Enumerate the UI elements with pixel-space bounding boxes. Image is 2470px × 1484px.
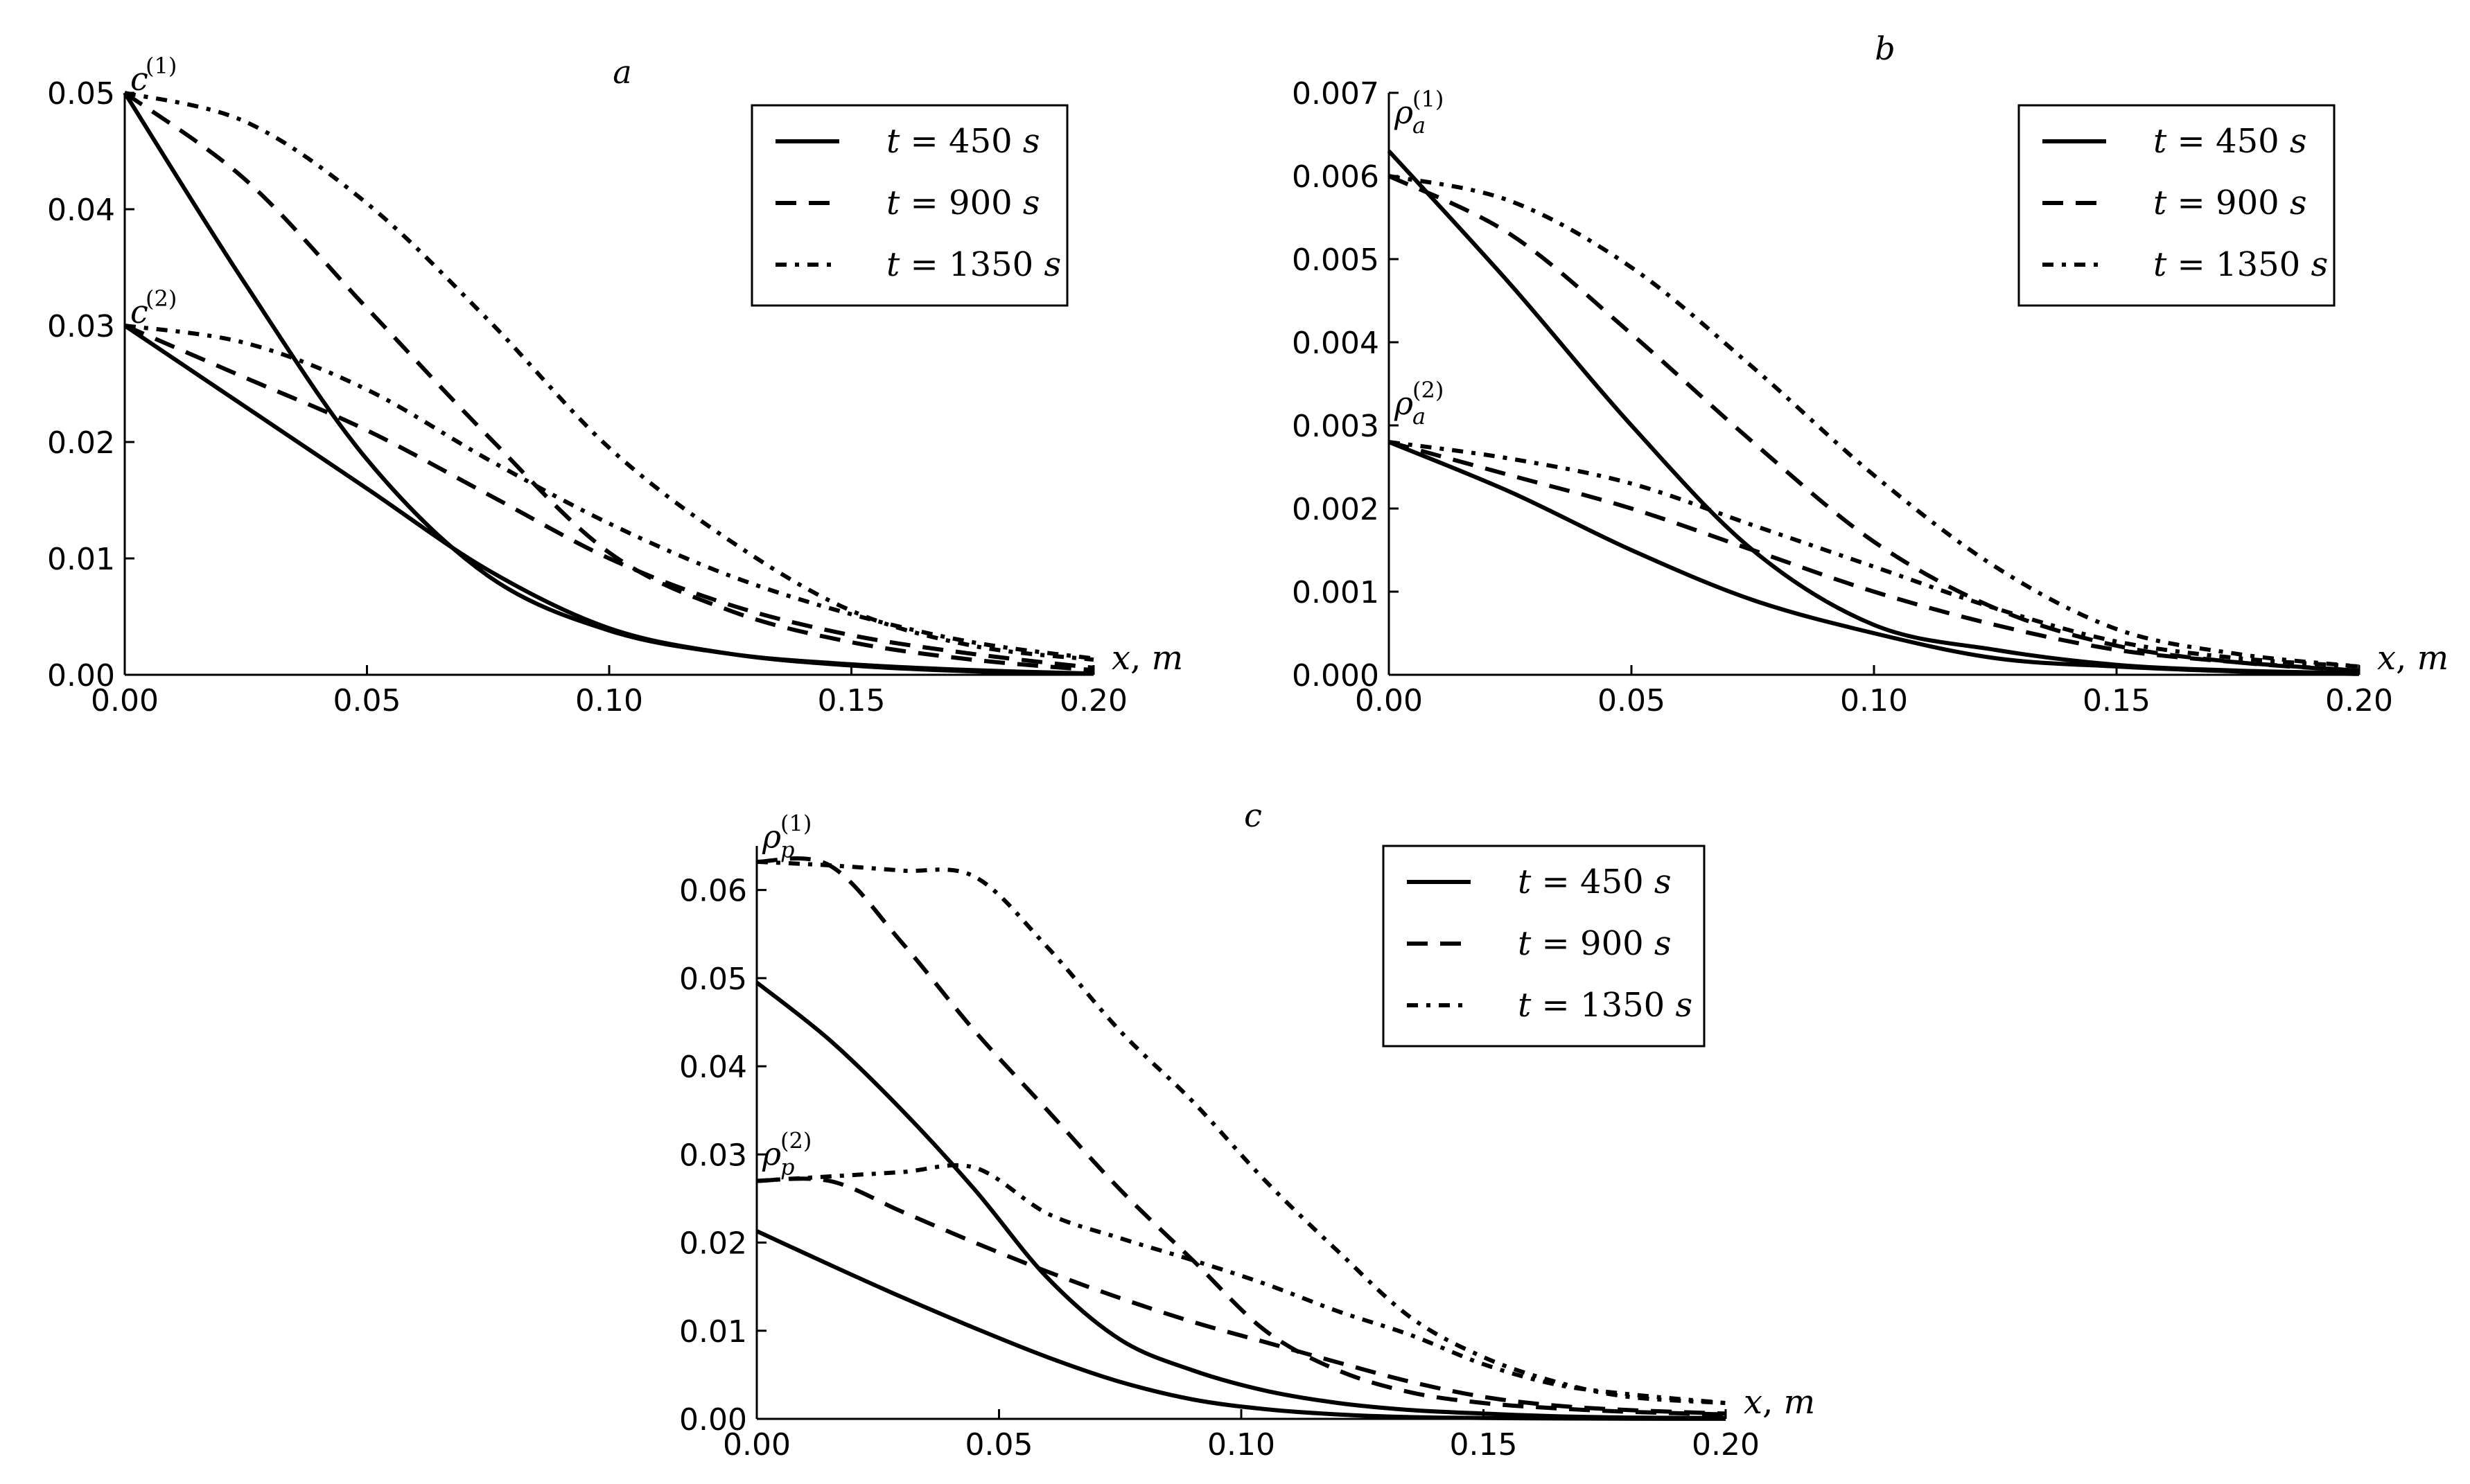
- panel-b: b 0.00 0.05 0.10 0.15 0.20 0.000 0.001 0.002 0.00…: [1292, 30, 2449, 718]
- x-axis-label: x, m: [1112, 639, 1183, 678]
- y-tick-label: 0.003: [1292, 409, 1379, 444]
- curve-annotation: ρ: [762, 1135, 781, 1172]
- legend-label: t = 450 s: [1518, 863, 1672, 901]
- y-tick-label: 0.01: [47, 542, 115, 577]
- x-tick-label: 0.20: [2325, 683, 2393, 718]
- legend-frame: [2017, 104, 2336, 307]
- series-line-dashed: [123, 324, 1094, 670]
- y-tick-label: 0.002: [1292, 492, 1379, 527]
- series-line-solid: [755, 980, 1726, 1420]
- x-tick-label: 0.10: [1207, 1427, 1275, 1463]
- legend: t = 450 s t = 900 s t = 1350 s: [751, 104, 1069, 307]
- series-line-dashdot: [1388, 174, 2360, 669]
- x-tick-label: 0.05: [965, 1427, 1033, 1463]
- curve-annotation: c: [130, 60, 148, 98]
- series-line-dashdot: [124, 324, 1094, 661]
- legend-frame: [1382, 845, 1706, 1048]
- curve-annotation-sup: (1): [780, 810, 812, 836]
- legend-label: t = 900 s: [2153, 184, 2307, 222]
- legend-label: t = 900 s: [1518, 924, 1672, 963]
- series-line-dashed: [1388, 440, 2360, 673]
- y-tick-label: 0.001: [1292, 575, 1379, 610]
- series-line-dashed: [123, 91, 1094, 673]
- x-tick-label: 0.15: [1450, 1427, 1518, 1463]
- x-tick-label: 0.00: [723, 1427, 791, 1463]
- series-line-solid: [123, 324, 1094, 676]
- curve-annotation-sub: p: [780, 1154, 794, 1180]
- legend: t = 450 s t = 900 s t = 1350 s: [1382, 845, 1706, 1048]
- y-tick-label: 0.007: [1292, 76, 1379, 112]
- y-tick-label: 0.05: [679, 962, 747, 997]
- legend: t = 450 s t = 900 s t = 1350 s: [2017, 104, 2336, 307]
- curve-annotation: ρ: [1394, 385, 1413, 422]
- y-tick-label: 0.00: [47, 658, 115, 694]
- x-tick-label: 0.10: [1840, 683, 1908, 718]
- y-tick-label: 0.01: [679, 1314, 747, 1350]
- x-axis-label: x, m: [1744, 1383, 1815, 1422]
- curve-annotation: c: [130, 293, 148, 330]
- curve-annotation-sub: a: [1412, 403, 1426, 430]
- series-line-solid: [755, 1229, 1726, 1421]
- y-tick-label: 0.04: [679, 1050, 747, 1085]
- curve-annotation-sup: (2): [1412, 377, 1444, 403]
- x-tick-label: 0.00: [1355, 683, 1423, 718]
- y-tick-label: 0.06: [679, 874, 747, 909]
- series-line-dashdot: [124, 91, 1094, 662]
- y-tick-label: 0.05: [47, 76, 115, 112]
- legend-label: t = 1350 s: [1518, 986, 1692, 1025]
- curve-annotation-sub: a: [1412, 112, 1426, 139]
- panel-title: b: [1875, 30, 1895, 67]
- curve-annotation-sub: p: [780, 836, 794, 863]
- curve-annotation-sup: (1): [1412, 86, 1444, 112]
- legend-label: t = 1350 s: [886, 245, 1061, 284]
- x-tick-label: 0.05: [1597, 683, 1665, 718]
- y-tick-label: 0.00: [679, 1402, 747, 1438]
- series-line-solid: [1387, 440, 2360, 676]
- panel-title: a: [613, 53, 631, 91]
- y-tick-label: 0.004: [1292, 326, 1379, 361]
- y-tick-label: 0.03: [47, 309, 115, 344]
- y-tick-label: 0.02: [679, 1226, 747, 1262]
- series-line-dashdot: [1388, 440, 2360, 669]
- y-tick-label: 0.02: [47, 425, 115, 461]
- x-tick-label: 0.15: [818, 683, 886, 718]
- curve-annotation: ρ: [762, 818, 781, 855]
- legend-label: t = 450 s: [2153, 122, 2307, 161]
- y-tick-label: 0.006: [1292, 159, 1379, 195]
- legend-frame: [751, 104, 1069, 307]
- x-tick-label: 0.05: [333, 683, 401, 718]
- legend-label: t = 1350 s: [2153, 245, 2328, 284]
- curve-annotation: ρ: [1394, 94, 1413, 131]
- y-tick-label: 0.005: [1292, 242, 1379, 278]
- x-tick-label: 0.20: [1060, 683, 1128, 718]
- x-tick-label: 0.20: [1692, 1427, 1760, 1463]
- curve-annotation-sup: (2): [780, 1127, 812, 1154]
- y-tick-label: 0.04: [47, 193, 115, 228]
- legend-label: t = 450 s: [886, 122, 1040, 161]
- series-line-dashdot: [756, 1163, 1726, 1406]
- x-tick-label: 0.00: [91, 683, 159, 718]
- series-line-dashed: [756, 856, 1726, 1417]
- x-axis-label: x, m: [2377, 639, 2449, 678]
- series-line-dashdot: [756, 859, 1726, 1406]
- series-line-dashed: [1387, 174, 2360, 673]
- panel-a: a 0.00 0.05 0.10 0.15 0.20 0.00 0.01 0.02 0.03 0.0…: [47, 53, 1183, 718]
- series-line-dashed: [756, 1176, 1726, 1416]
- x-tick-label: 0.15: [2083, 683, 2151, 718]
- x-tick-label: 0.10: [575, 683, 643, 718]
- y-tick-label: 0.03: [679, 1138, 747, 1173]
- curve-annotation-sup: (1): [146, 53, 177, 79]
- y-tick-label: 0.000: [1292, 658, 1379, 694]
- panel-title: c: [1244, 797, 1262, 834]
- legend-label: t = 900 s: [886, 184, 1040, 222]
- curve-annotation-sup: (2): [146, 285, 177, 312]
- panel-c: c 0.00 0.05 0.10 0.15 0.20 0.00 0.01 0.02 0.03 0.0…: [679, 797, 1815, 1463]
